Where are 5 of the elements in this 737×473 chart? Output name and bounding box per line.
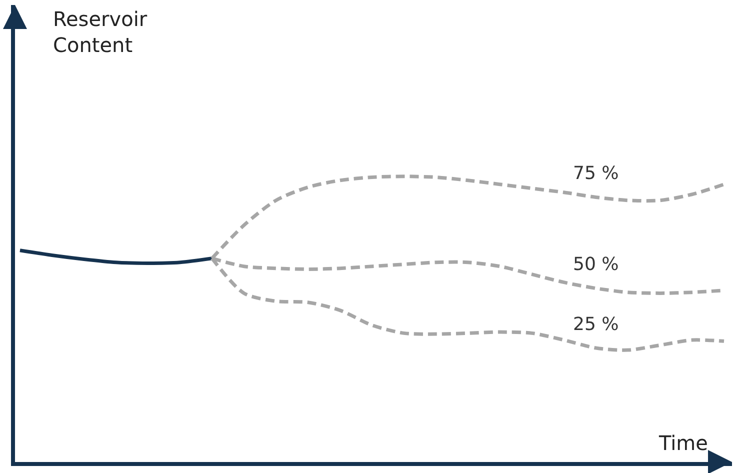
series-label: 25 % bbox=[573, 314, 619, 335]
text: Reservoir Content bbox=[53, 7, 148, 57]
series-label: 75 % bbox=[573, 163, 619, 184]
series-label: 50 % bbox=[573, 254, 619, 275]
x-axis-title: Time bbox=[658, 431, 708, 455]
